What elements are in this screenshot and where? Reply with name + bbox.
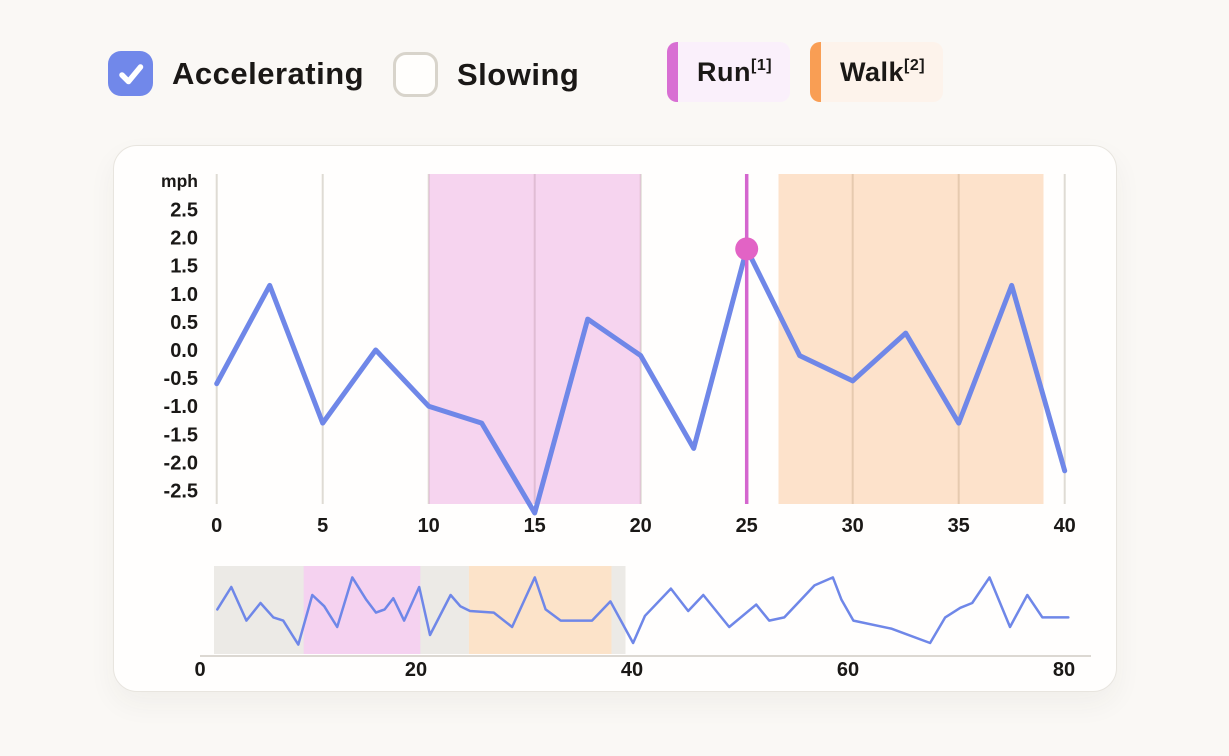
y-tick--2.0: -2.0 bbox=[164, 452, 198, 474]
y-tick--1.0: -1.0 bbox=[164, 396, 198, 418]
y-tick-2.5: 2.5 bbox=[170, 200, 198, 222]
overview-tick-60: 60 bbox=[837, 659, 859, 681]
x-tick-35: 35 bbox=[948, 515, 970, 537]
x-tick-20: 20 bbox=[630, 515, 652, 537]
y-axis-unit: mph bbox=[161, 171, 198, 191]
checkbox-slowing[interactable]: Slowing bbox=[393, 52, 579, 97]
overview-tick-0: 0 bbox=[194, 659, 205, 681]
run-region[interactable] bbox=[428, 174, 641, 504]
overview-tick-20: 20 bbox=[405, 659, 427, 681]
x-tick-30: 30 bbox=[842, 515, 864, 537]
checkbox-accelerating[interactable]: Accelerating bbox=[108, 51, 364, 96]
y-tick-1.5: 1.5 bbox=[170, 256, 198, 278]
overview-tick-80: 80 bbox=[1053, 659, 1075, 681]
y-tick-0.5: 0.5 bbox=[170, 312, 198, 334]
legend-run-badge[interactable]: Run[1] bbox=[667, 42, 791, 102]
x-tick-25: 25 bbox=[736, 515, 758, 537]
legend-run-label: Run[1] bbox=[697, 56, 773, 87]
speed-charts: mph 2.5 2.0 1.5 1.0 0.5 0.0 -0.5 -1.0 -1.5 -2.0 -2.… bbox=[161, 171, 1091, 681]
overview-line bbox=[216, 576, 1070, 646]
y-tick--2.5: -2.5 bbox=[164, 481, 198, 503]
walk-color-bar-icon bbox=[810, 42, 821, 102]
x-tick-0: 0 bbox=[211, 515, 222, 537]
ruler-dot[interactable] bbox=[735, 237, 759, 261]
checkbox-accelerating-box[interactable] bbox=[108, 51, 153, 96]
checkbox-accelerating-label: Accelerating bbox=[172, 55, 365, 91]
speed-line bbox=[214, 246, 1068, 516]
y-tick-2.0: 2.0 bbox=[170, 228, 198, 250]
checkbox-slowing-label: Slowing bbox=[457, 56, 580, 92]
y-tick-0.0: 0.0 bbox=[170, 340, 198, 362]
y-tick--1.5: -1.5 bbox=[164, 424, 198, 446]
chart-card: mph 2.5 2.0 1.5 1.0 0.5 0.0 -0.5 -1.0 -1.5 -2.0 -2.… bbox=[113, 145, 1117, 692]
x-tick-40: 40 bbox=[1054, 515, 1076, 537]
brush-run-band bbox=[303, 566, 421, 654]
brush-walk-band bbox=[468, 566, 612, 654]
checkbox-slowing-box[interactable] bbox=[393, 52, 438, 97]
y-tick--0.5: -0.5 bbox=[164, 368, 198, 390]
y-tick-1.0: 1.0 bbox=[170, 284, 198, 306]
x-tick-5: 5 bbox=[317, 515, 328, 537]
legend-walk-label: Walk[2] bbox=[840, 56, 926, 87]
run-color-bar-icon bbox=[667, 42, 678, 102]
check-icon bbox=[118, 63, 143, 84]
x-tick-15: 15 bbox=[524, 515, 546, 537]
overview-tick-40: 40 bbox=[621, 659, 643, 681]
legend-walk-badge[interactable]: Walk[2] bbox=[810, 42, 944, 102]
x-tick-10: 10 bbox=[418, 515, 440, 537]
